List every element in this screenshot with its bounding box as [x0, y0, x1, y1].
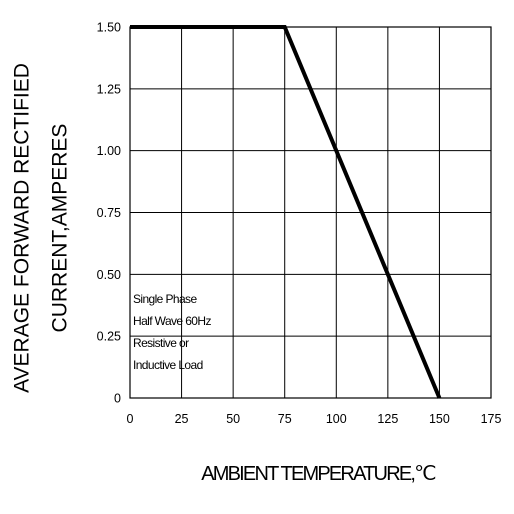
note-line: Single Phase: [133, 292, 197, 306]
x-tick-label: 75: [278, 412, 292, 426]
x-tick-labels: 0 25 50 75 100 125 150 175: [127, 412, 502, 426]
x-tick-label: 0: [127, 412, 134, 426]
y-tick-label: 0: [114, 392, 121, 406]
x-tick-label: 50: [226, 412, 240, 426]
y-axis-title: AVERAGE FORWARD RECTIFIED CURRENT,AMPERES: [11, 63, 72, 393]
note-line: Half Wave 60Hz: [133, 314, 211, 328]
y-tick-label: 1.00: [97, 144, 121, 158]
y-axis-title-line: CURRENT,AMPERES: [49, 124, 72, 333]
y-tick-label: 0.75: [97, 206, 121, 220]
y-tick-label: 0.25: [97, 330, 121, 344]
load-condition-note: Single Phase Half Wave 60Hz Resistive or In…: [133, 292, 212, 372]
y-tick-labels: 0 0.25 0.50 0.75 1.00 1.25 1.50: [97, 21, 121, 406]
plot-frame: [129, 26, 492, 399]
note-line: Resistive or: [133, 336, 189, 350]
x-axis-title: AMBIENT TEMPERATURE,℃: [201, 463, 436, 485]
x-tick-label: 25: [175, 412, 189, 426]
x-tick-label: 100: [326, 412, 347, 426]
note-line: Inductive Load: [133, 358, 203, 372]
x-tick-label: 125: [377, 412, 398, 426]
y-tick-label: 1.50: [97, 21, 121, 35]
x-tick-label: 150: [429, 412, 450, 426]
y-tick-label: 0.50: [97, 268, 121, 282]
y-tick-label: 1.25: [97, 82, 121, 96]
x-tick-label: 175: [481, 412, 502, 426]
derating-curve: [130, 25, 442, 399]
y-axis-title-line: AVERAGE FORWARD RECTIFIED: [11, 63, 34, 393]
